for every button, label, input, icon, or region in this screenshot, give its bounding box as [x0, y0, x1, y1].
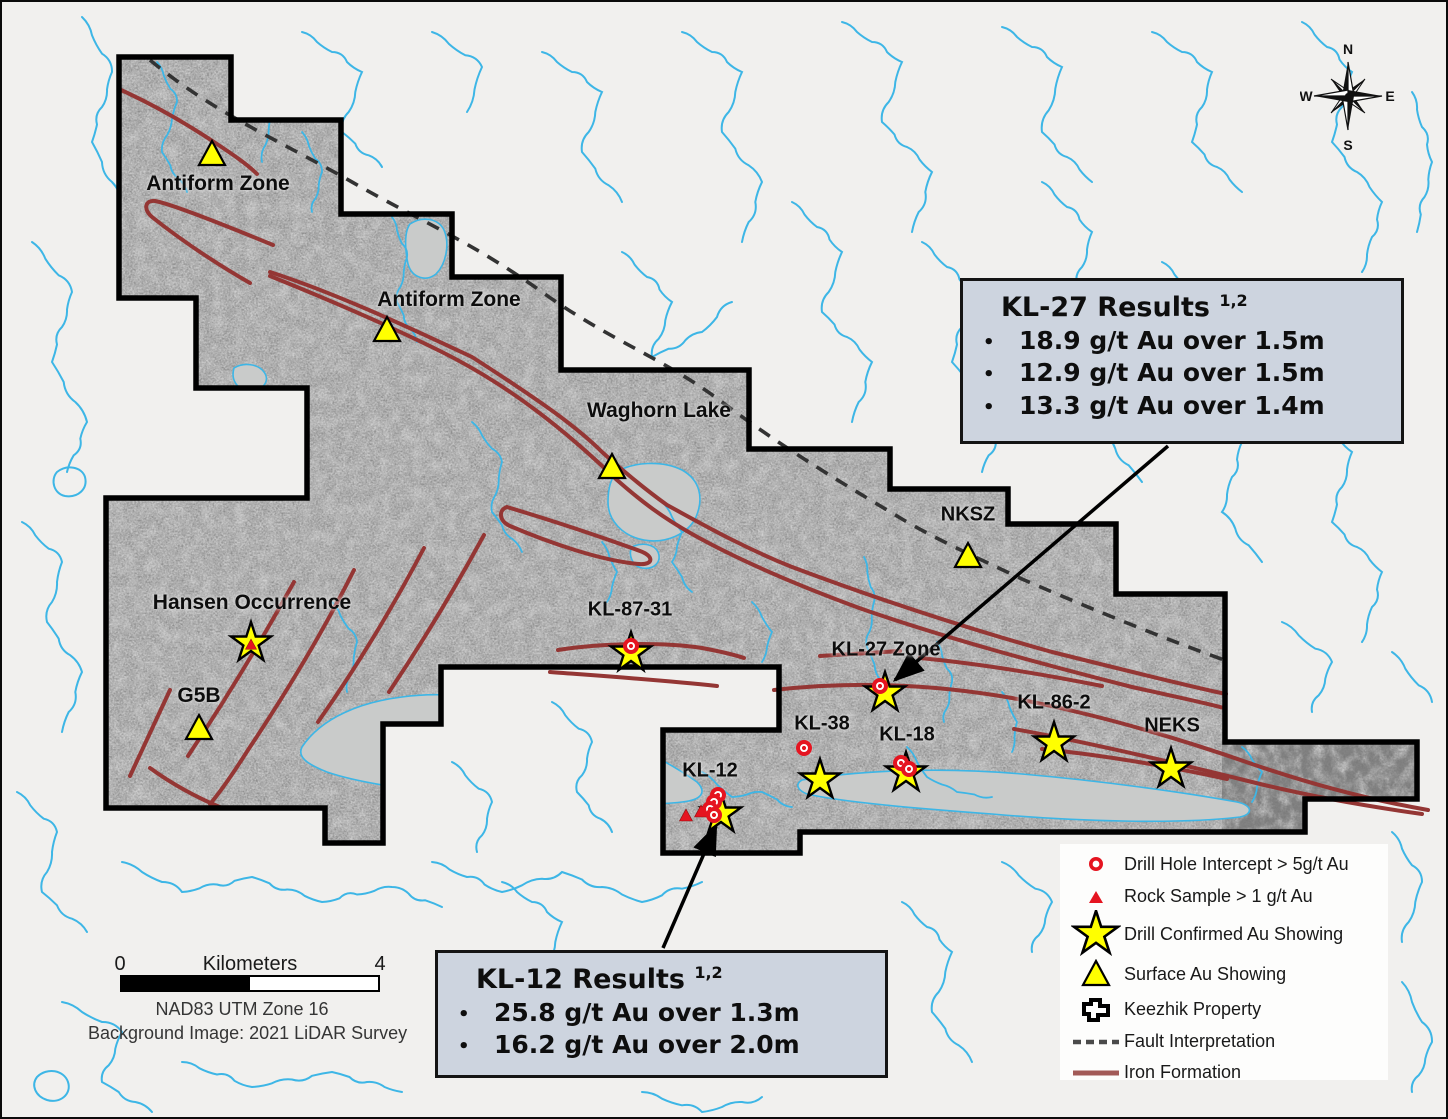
legend-label: Drill Hole Intercept > 5g/t Au [1124, 853, 1349, 874]
legend-label: Iron Formation [1124, 1062, 1242, 1082]
compass-e-label: E [1385, 88, 1394, 104]
scale-start: 0 [114, 953, 126, 975]
label-kl-86-2: KL-86-2 [1017, 691, 1091, 714]
scale-bar-graphic [120, 975, 380, 992]
kl27-footnote-refs: 1,2 [1219, 291, 1248, 310]
drill-intercept-icon [1068, 854, 1124, 874]
label-waghorn-lake: Waghorn Lake [587, 399, 731, 422]
kl12-callout-title: KL-12 Results 1,2 [476, 963, 723, 995]
scale-end: 4 [374, 953, 386, 975]
drill-intercept-kl8731-icon [623, 638, 639, 654]
surface-showing-icon [1068, 959, 1124, 989]
kl12-bullet-1: 25.8 g/t Au over 1.3m [476, 997, 871, 1030]
label-antiform-zone-central: Antiform Zone [377, 288, 521, 311]
fault-interpretation-line [148, 58, 1225, 662]
kl12-results-callout: KL-12 Results 1,2 25.8 g/t Au over 1.3m … [435, 950, 888, 1078]
scale-bar: 0 Kilometers 4 NAD83 UTM Zone 16 Backgro… [88, 953, 408, 1044]
label-hansen-occurrence: Hansen Occurrence [152, 591, 352, 614]
label-antiform-zone-nw: Antiform Zone [146, 172, 290, 195]
drill-intercept-kl18b-icon [901, 761, 917, 777]
iron-formation-icon [1068, 1069, 1124, 1077]
legend-label: Drill Confirmed Au Showing [1124, 923, 1344, 944]
drill-intercept-kl38-icon [796, 740, 812, 756]
drill-confirmed-icon [1068, 910, 1124, 958]
kl12-footnote-refs: 1,2 [694, 963, 723, 982]
label-kl-38: KL-38 [794, 712, 850, 735]
water-streams-inside [156, 61, 1264, 808]
label-neks: NEKS [1144, 714, 1200, 737]
legend-label: Rock Sample > 1 g/t Au [1124, 886, 1313, 906]
legend-row-drill-intercept: Drill Hole Intercept > 5g/t Au [1068, 848, 1388, 880]
property-outline-icon [1068, 995, 1124, 1025]
rock-sample-icon [1068, 888, 1124, 906]
kl12-bullet-2: 16.2 g/t Au over 2.0m [476, 1029, 871, 1062]
label-kl-18: KL-18 [879, 723, 935, 746]
label-kl-87-31: KL-87-31 [587, 598, 673, 621]
compass-s-label: S [1343, 137, 1352, 153]
legend-label: Surface Au Showing [1124, 963, 1287, 984]
compass-rose-icon: N S W E [1300, 42, 1395, 153]
drill-intercept-kl12d-icon [706, 807, 722, 823]
kl27-results-callout: KL-27 Results 1,2 18.9 g/t Au over 1.5m … [960, 278, 1404, 444]
legend-row-surface-showing: Surface Au Showing [1068, 955, 1388, 993]
kl27-bullet-2: 12.9 g/t Au over 1.5m [1001, 357, 1387, 390]
background-image-note: Background Image: 2021 LiDAR Survey [88, 1023, 408, 1043]
scale-bar-labels: 0 Kilometers 4 [88, 953, 396, 975]
kl12-callout-arrow [661, 823, 718, 949]
legend-label: Keezhik Property [1124, 999, 1262, 1019]
label-nksz: NKSZ [940, 503, 996, 526]
legend-label: Fault Interpretation [1124, 1031, 1276, 1051]
property-boundary [103, 54, 1420, 856]
label-kl-12: KL-12 [682, 759, 738, 782]
kl27-bullet-1: 18.9 g/t Au over 1.5m [1001, 325, 1387, 358]
compass-w-label: W [1300, 88, 1313, 104]
compass-n-label: N [1343, 42, 1353, 57]
scale-unit: Kilometers [202, 953, 298, 975]
callout-arrows [661, 444, 1170, 949]
label-kl-27-zone: KL-27 Zone [831, 638, 941, 661]
fault-line-icon [1068, 1038, 1124, 1046]
legend-row-drill-confirmed: Drill Confirmed Au Showing [1068, 910, 1388, 958]
map-legend: Drill Hole Intercept > 5g/t Au Rock Samp… [1060, 844, 1388, 1082]
legend-row-iron: Iron Formation [1068, 1057, 1388, 1088]
legend-row-property: Keezhik Property [1068, 993, 1388, 1026]
kl27-callout-arrow [892, 444, 1170, 682]
legend-row-fault: Fault Interpretation [1068, 1026, 1388, 1057]
label-g5b: G5B [177, 684, 221, 707]
datum-note: NAD83 UTM Zone 16 [155, 999, 329, 1019]
drill-intercept-kl27-icon [872, 678, 888, 694]
legend-row-rock-sample: Rock Sample > 1 g/t Au [1068, 880, 1388, 913]
kl27-bullet-3: 13.3 g/t Au over 1.4m [1001, 390, 1387, 423]
kl27-callout-title: KL-27 Results 1,2 [1001, 291, 1248, 323]
